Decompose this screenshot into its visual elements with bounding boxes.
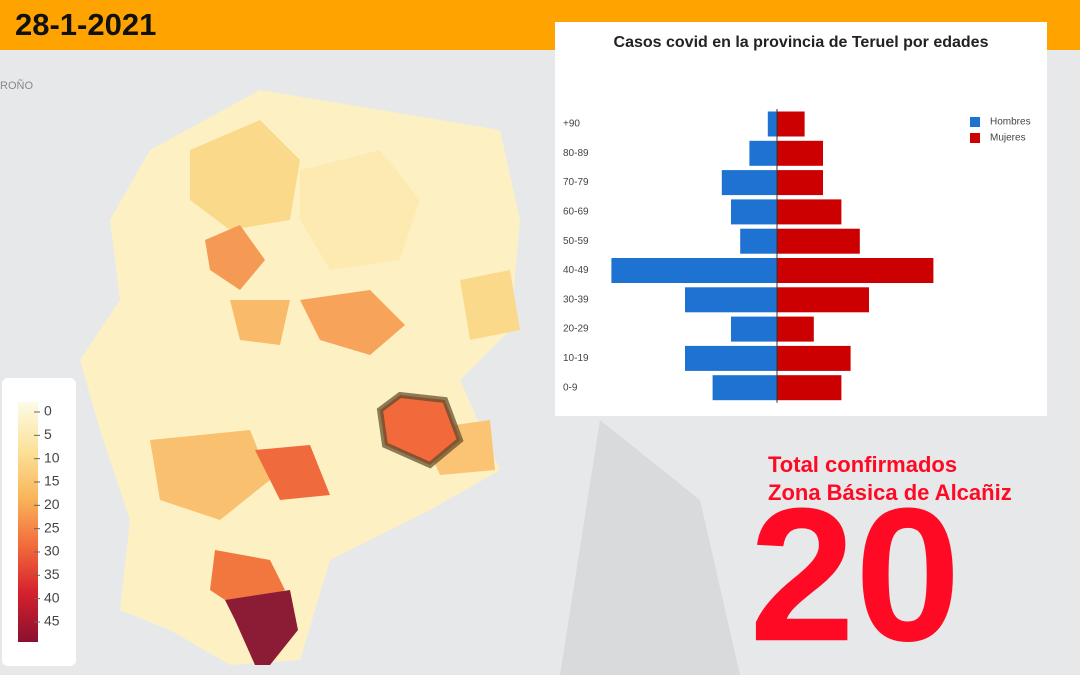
bar <box>777 170 823 196</box>
colorbar-tick-label: 10 <box>44 449 60 465</box>
bar <box>777 228 860 254</box>
colorbar-tick-label: 0 <box>44 403 52 419</box>
bar <box>777 111 805 137</box>
colorbar-tick-label: 25 <box>44 519 60 535</box>
bar <box>777 287 869 313</box>
y-tick-label: 0-9 <box>563 382 578 393</box>
total-label: Zona Básica de Alcañiz <box>768 480 1012 505</box>
date: 28-1-2021 <box>15 7 156 42</box>
sea <box>560 420 740 675</box>
y-tick-label: 50-59 <box>563 236 589 247</box>
bar <box>777 140 823 166</box>
bar <box>740 228 777 254</box>
bar <box>777 345 851 371</box>
colorbar-panel <box>2 378 76 666</box>
bar <box>712 375 777 401</box>
colorbar-tick-label: 30 <box>44 543 60 559</box>
y-tick-label: 40-49 <box>563 265 589 276</box>
colorbar-tick-label: 45 <box>44 613 60 629</box>
colorbar <box>18 402 38 642</box>
colorbar-tick-label: 40 <box>44 589 60 605</box>
bar <box>777 316 814 342</box>
y-tick-label: 70-79 <box>563 177 589 188</box>
total-label: Total confirmados <box>768 452 957 477</box>
y-tick-label: 20-29 <box>563 324 589 335</box>
y-tick-label: 60-69 <box>563 207 589 218</box>
total-value: 20 <box>749 469 960 675</box>
colorbar-tick-label: 20 <box>44 496 60 512</box>
y-tick-label: 10-19 <box>563 353 589 364</box>
bar <box>721 170 777 196</box>
bar <box>731 316 777 342</box>
colorbar-tick-label: 35 <box>44 566 60 582</box>
bar <box>767 111 777 137</box>
bar <box>777 199 842 225</box>
y-tick-label: 30-39 <box>563 294 589 305</box>
bar <box>731 199 777 225</box>
legend-swatch <box>970 133 980 143</box>
legend-label: Mujeres <box>990 133 1026 144</box>
map-regions <box>80 90 520 665</box>
chart-title: Casos covid en la provincia de Teruel po… <box>614 34 989 51</box>
legend-label: Hombres <box>990 117 1031 128</box>
bar <box>685 287 777 313</box>
y-tick-label: +90 <box>563 119 580 130</box>
bar <box>777 375 842 401</box>
map-label: ROÑO <box>0 79 33 92</box>
y-tick-label: 80-89 <box>563 148 589 159</box>
bar <box>749 140 777 166</box>
bar <box>611 258 777 283</box>
colorbar-tick-label: 5 <box>44 426 52 442</box>
colorbar-tick-label: 15 <box>44 473 60 489</box>
legend-swatch <box>970 117 980 127</box>
bar <box>685 345 777 371</box>
bar <box>777 258 934 283</box>
